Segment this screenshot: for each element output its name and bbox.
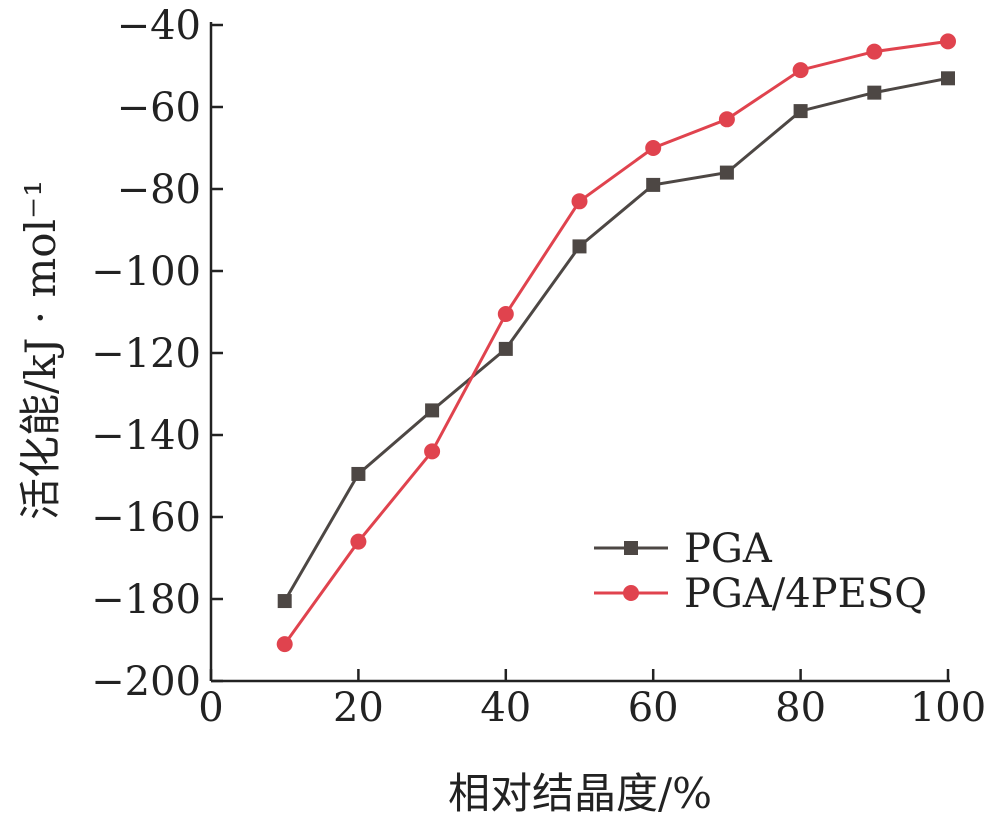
legend-item: PGA bbox=[594, 526, 773, 572]
x-tick-label: 60 bbox=[628, 685, 679, 731]
data-point bbox=[941, 71, 955, 86]
data-point bbox=[866, 43, 883, 60]
data-point bbox=[424, 443, 441, 460]
data-point bbox=[572, 239, 587, 254]
axes: 0 20 40 60 80 100 −40 −60 −80 −100 −120 −140 −160 −18… bbox=[91, 3, 986, 731]
x-tick-label: 80 bbox=[775, 685, 826, 731]
legend-item: PGA/4PESQ bbox=[594, 571, 927, 617]
data-point bbox=[718, 111, 735, 128]
data-point bbox=[646, 177, 661, 192]
series-line bbox=[283, 76, 949, 602]
series-layer bbox=[276, 33, 956, 653]
y-tick-label: −80 bbox=[117, 167, 201, 213]
x-tick-label: 20 bbox=[333, 685, 384, 731]
y-tick-label: −60 bbox=[117, 85, 201, 131]
data-point bbox=[276, 636, 293, 653]
series-1 bbox=[277, 71, 955, 609]
y-tick-label: −180 bbox=[91, 577, 201, 623]
y-tick-label: −160 bbox=[91, 495, 201, 541]
x-tick-label: 0 bbox=[198, 685, 223, 731]
y-axis-title: 活化能/kJ · mol⁻¹ bbox=[16, 180, 65, 520]
data-point bbox=[940, 33, 956, 50]
y-tick-label: −100 bbox=[91, 249, 201, 295]
x-axis-title: 相对结晶度/% bbox=[448, 769, 712, 818]
data-point bbox=[351, 466, 366, 481]
y-tick-label: −200 bbox=[91, 659, 201, 705]
data-point bbox=[497, 306, 514, 323]
data-point bbox=[350, 533, 367, 550]
legend-label: PGA bbox=[684, 526, 773, 572]
data-point bbox=[719, 165, 734, 180]
data-point bbox=[498, 341, 513, 356]
series-2 bbox=[276, 33, 956, 653]
series-line bbox=[283, 39, 949, 645]
legend-marker bbox=[623, 585, 639, 601]
y-tick-label: −140 bbox=[91, 413, 201, 459]
data-point bbox=[792, 62, 809, 79]
data-point bbox=[277, 594, 292, 609]
data-point bbox=[425, 403, 440, 418]
y-tick-label: −40 bbox=[117, 3, 201, 49]
data-point bbox=[793, 104, 808, 119]
legend-marker bbox=[624, 541, 638, 555]
data-point bbox=[867, 85, 882, 100]
data-point bbox=[571, 193, 588, 210]
data-point bbox=[645, 140, 662, 156]
x-tick-label: 100 bbox=[910, 685, 986, 731]
y-tick-label: −120 bbox=[91, 331, 201, 377]
legend-label: PGA/4PESQ bbox=[684, 571, 927, 617]
x-tick-label: 40 bbox=[480, 685, 531, 731]
